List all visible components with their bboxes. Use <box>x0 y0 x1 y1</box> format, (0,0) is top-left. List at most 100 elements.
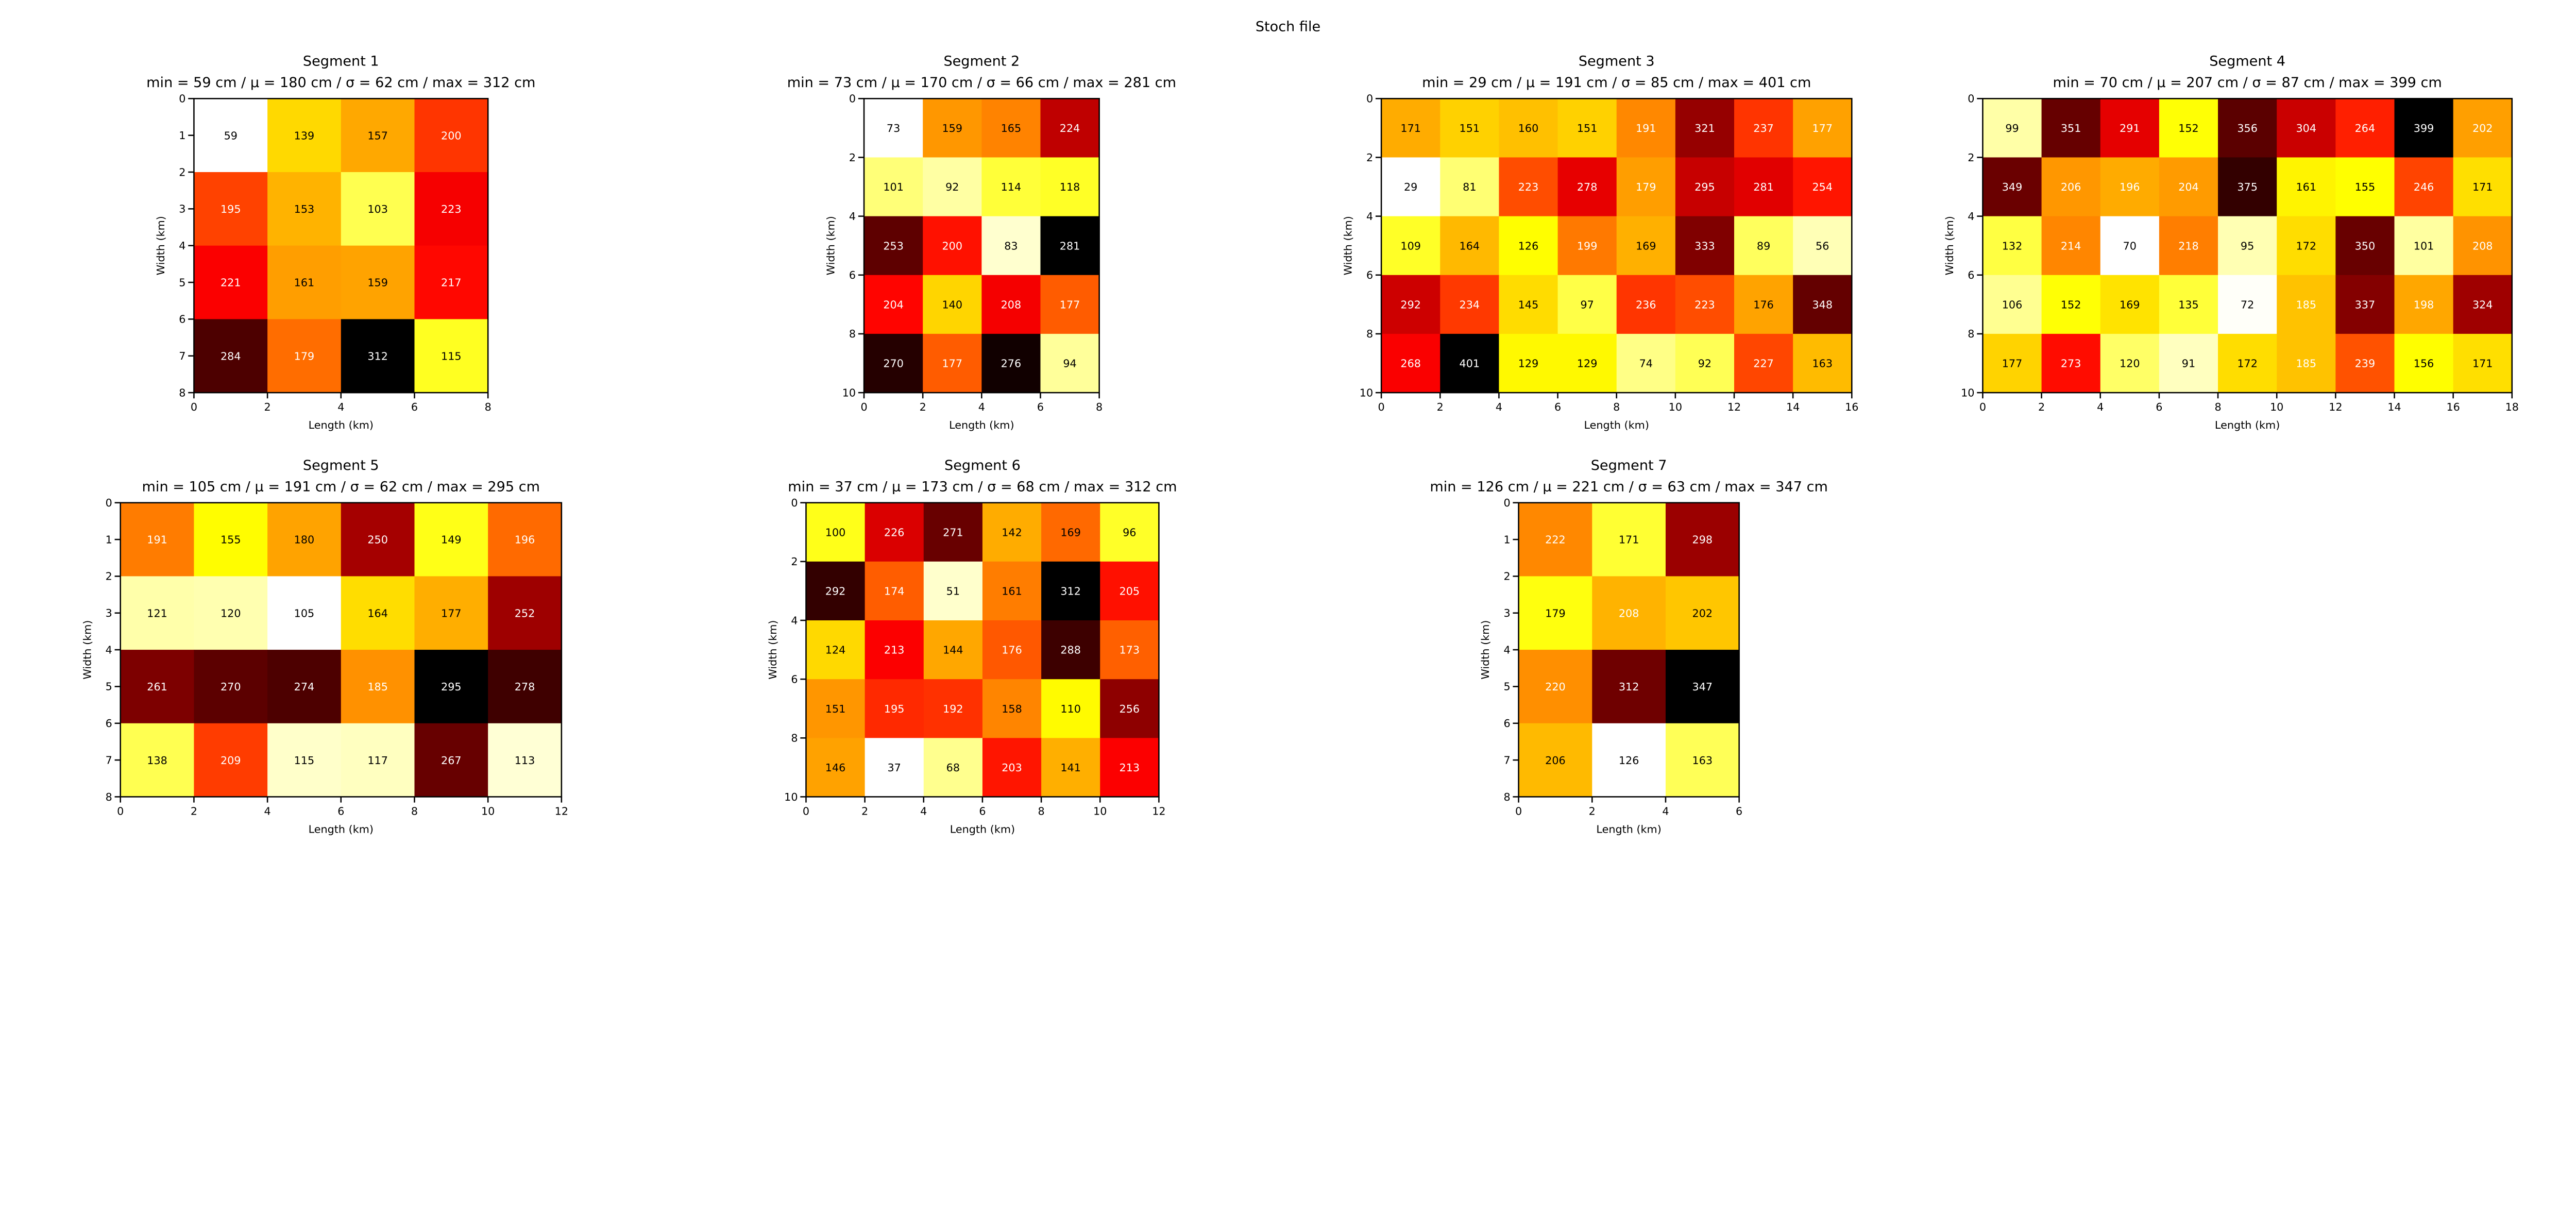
y-tick-label: 3 <box>106 607 112 619</box>
heatmap-cell <box>1041 679 1101 739</box>
y-tick-label: 10 <box>1360 386 1373 399</box>
cell-label: 95 <box>2241 240 2254 252</box>
x-axis-label: Length (km) <box>2215 419 2280 431</box>
x-tick-label: 4 <box>264 805 271 818</box>
heatmap-cell <box>923 98 982 158</box>
heatmap-cell <box>1793 333 1853 394</box>
heatmap-cell <box>2394 98 2454 158</box>
heatmap-cell <box>2159 216 2218 276</box>
cell-label: 284 <box>221 350 241 362</box>
cell-label: 159 <box>367 277 388 289</box>
cell-label: 321 <box>1694 122 1715 134</box>
y-tick-label: 6 <box>1366 269 1373 281</box>
heatmap-cell <box>1557 216 1617 276</box>
x-tick-label: 4 <box>1496 401 1502 413</box>
cell-label: 140 <box>942 298 962 311</box>
heatmap-cell <box>2100 216 2160 276</box>
x-tick-label: 8 <box>411 805 418 818</box>
heatmap-cell <box>2453 157 2513 217</box>
panel-subtitle: min = 73 cm / μ = 170 cm / σ = 66 cm / m… <box>787 75 1176 91</box>
cell-label: 202 <box>1692 607 1713 619</box>
cell-label: 208 <box>2472 240 2493 252</box>
axes-frame <box>1982 98 2513 394</box>
heatmap-cell <box>2335 216 2395 276</box>
cell-label: 129 <box>1577 358 1598 370</box>
panel-title: Segment 2 <box>943 54 1020 70</box>
cell-label: 146 <box>825 762 846 774</box>
y-axis-label: Width (km) <box>825 216 837 275</box>
heatmap-cell <box>806 502 866 562</box>
heatmap-cell <box>1592 502 1666 577</box>
heatmap-cell <box>1616 275 1676 334</box>
x-tick-label: 0 <box>803 805 809 818</box>
heatmap-cell <box>1440 333 1500 394</box>
cell-label: 268 <box>1400 358 1421 370</box>
x-tick-label: 2 <box>191 805 197 818</box>
y-axis-label: Width (km) <box>81 620 93 680</box>
x-axis-label: Length (km) <box>309 419 374 431</box>
heatmap-cell <box>1982 333 2042 394</box>
figure: Stoch file Segment 1 min = 59 cm / μ = 18… <box>81 19 2519 836</box>
heatmap-cell <box>1592 650 1666 724</box>
heatmap-cell <box>1734 157 1794 217</box>
heatmap-cell <box>341 98 415 173</box>
cell-label: 204 <box>2178 181 2199 193</box>
cell-label: 350 <box>2355 240 2376 252</box>
y-tick-label: 8 <box>179 386 185 399</box>
cell-label: 163 <box>1692 754 1713 767</box>
heatmap-cell <box>120 650 195 724</box>
cell-label: 239 <box>2355 358 2376 370</box>
y-tick-label: 6 <box>1968 269 1974 281</box>
x-tick-label: 0 <box>1515 805 1522 818</box>
heatmap-cell <box>267 576 342 651</box>
heatmap-cell <box>2218 98 2278 158</box>
heatmap-cell <box>865 738 924 798</box>
cell-label: 126 <box>1619 754 1639 767</box>
cell-label: 206 <box>1545 754 1566 767</box>
x-axis-label: Length (km) <box>1584 419 1649 431</box>
cell-label: 213 <box>884 644 905 656</box>
x-tick-label: 0 <box>1979 401 1986 413</box>
panel-title: Segment 6 <box>944 458 1021 474</box>
heatmap-cell <box>1499 333 1558 394</box>
x-tick-label: 10 <box>481 805 495 818</box>
heatmap-cell <box>1041 502 1101 562</box>
cell-label: 157 <box>367 129 388 142</box>
heatmap-cell <box>1557 275 1617 334</box>
y-tick-label: 2 <box>179 166 185 178</box>
y-tick-label: 8 <box>1503 791 1510 803</box>
heatmap-cell <box>414 245 489 320</box>
heatmap-cell <box>1665 502 1740 577</box>
cell-label: 192 <box>943 703 963 715</box>
x-tick-label: 4 <box>978 401 985 413</box>
x-tick-label: 6 <box>1554 401 1561 413</box>
y-tick-label: 1 <box>179 129 185 142</box>
x-tick-label: 6 <box>411 401 418 413</box>
heatmap-cell <box>981 216 1041 276</box>
x-tick-label: 0 <box>1378 401 1385 413</box>
heatmap-cell <box>1675 216 1735 276</box>
heatmap-cell <box>806 679 866 739</box>
heatmap-cell <box>2453 275 2513 334</box>
cell-label: 161 <box>2296 181 2316 193</box>
panel-title: Segment 5 <box>303 458 379 474</box>
panel-title: Segment 3 <box>1579 54 1655 70</box>
heatmap-cell <box>2100 157 2160 217</box>
heatmap-cell <box>1616 333 1676 394</box>
cell-label: 145 <box>1518 298 1539 311</box>
heatmap-cell <box>864 157 924 217</box>
heatmap-cell <box>1100 738 1160 798</box>
cell-label: 152 <box>2061 298 2081 311</box>
heatmap-cell <box>2394 275 2454 334</box>
heatmap-cell <box>1100 620 1160 680</box>
cell-label: 220 <box>1545 681 1566 693</box>
cell-label: 292 <box>1400 298 1421 311</box>
cell-label: 151 <box>1577 122 1598 134</box>
x-tick-label: 10 <box>2270 401 2283 413</box>
cell-label: 163 <box>1812 358 1833 370</box>
x-tick-label: 2 <box>920 401 926 413</box>
x-tick-label: 14 <box>1786 401 1800 413</box>
heatmap-cell <box>982 561 1042 621</box>
heatmap-cell <box>923 738 983 798</box>
cell-label: 139 <box>294 129 315 142</box>
